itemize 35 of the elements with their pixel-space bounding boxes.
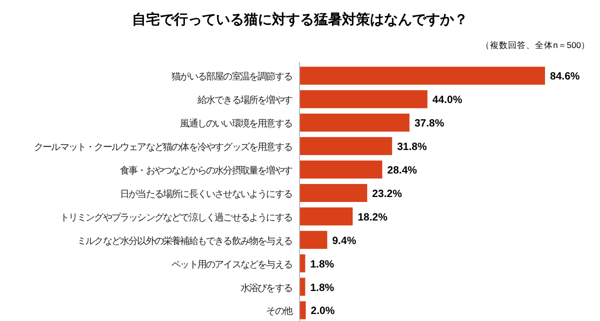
data-label: 84.6% xyxy=(550,70,580,83)
bar xyxy=(300,254,306,272)
data-label: 31.8% xyxy=(397,141,428,154)
data-label: 1.8% xyxy=(310,282,335,294)
bar xyxy=(300,114,410,132)
bar xyxy=(300,66,545,85)
y-tick-label: 食事・おやつなどからの水分摂取量を増やす xyxy=(120,166,292,176)
bar xyxy=(300,207,353,226)
y-tick-label: その他 xyxy=(266,306,292,316)
bar xyxy=(300,278,306,296)
y-tick-label: 水浴びをする xyxy=(240,282,292,293)
y-tick-label: 風通しのいい環境を用意する xyxy=(180,118,292,129)
bar xyxy=(300,137,392,156)
bar xyxy=(300,160,382,179)
data-label: 23.2% xyxy=(372,188,403,200)
bar xyxy=(300,90,428,108)
data-label: 1.8% xyxy=(310,258,335,270)
data-label: 28.4% xyxy=(387,164,418,177)
bar xyxy=(300,301,306,320)
y-tick-label: 猫がいる部屋の室温を調節する xyxy=(172,72,292,82)
y-tick-label: 日が当たる場所に長くいさせないようにする xyxy=(120,188,292,199)
bar xyxy=(300,230,328,249)
chart-subtitle: （複数回答、全体n＝500） xyxy=(481,40,590,50)
y-tick-label: クールマット・クールウェアなど猫の体を冷やすグッズを用意する xyxy=(34,142,292,152)
bar xyxy=(300,184,368,202)
data-label: 37.8% xyxy=(414,118,445,130)
y-tick-label: 給水できる場所を増やす xyxy=(196,95,292,106)
chart-title: 自宅で行っている猫に対する猛暑対策はなんですか？ xyxy=(132,11,468,27)
y-tick-label: トリミングやブラッシングなどで涼しく過ごせるようにする xyxy=(60,212,292,222)
data-label: 18.2% xyxy=(358,211,388,224)
data-label: 44.0% xyxy=(432,94,463,106)
data-label: 2.0% xyxy=(310,305,336,318)
y-tick-label: ミルクなど水分以外の栄養補給もできる飲み物を与える xyxy=(76,236,292,246)
y-tick-label: ペット用のアイスなどを与える xyxy=(172,259,292,270)
data-label: 9.4% xyxy=(332,234,357,247)
